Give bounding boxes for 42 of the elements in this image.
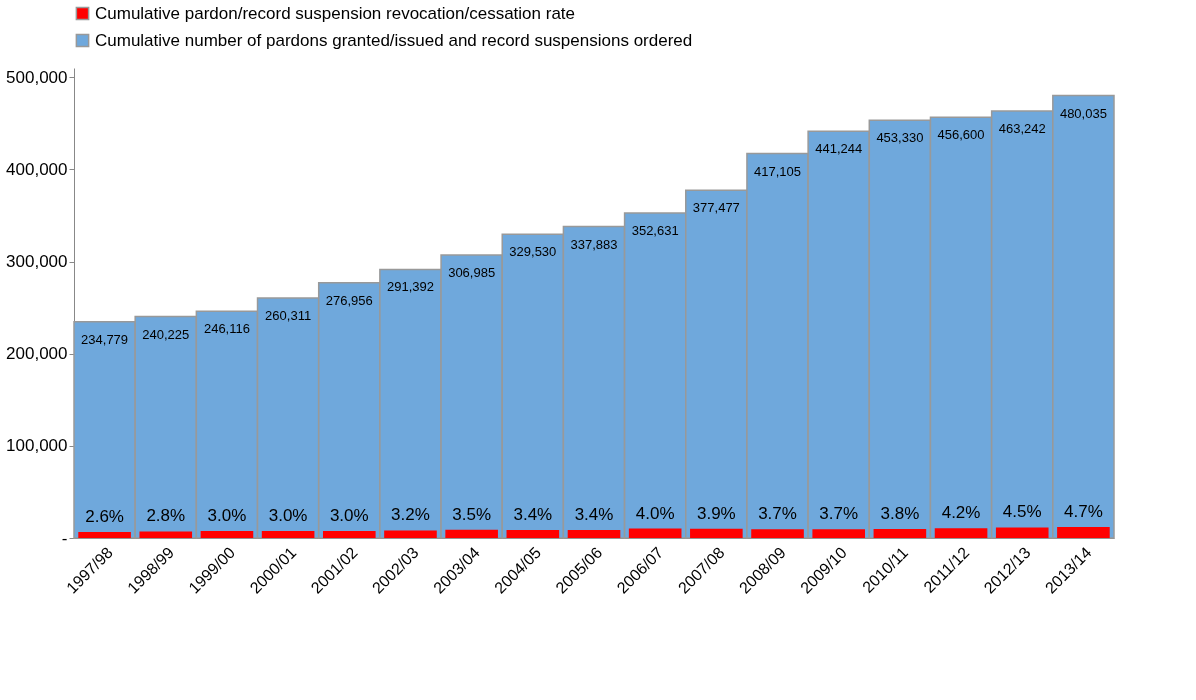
data-label: 306,985 xyxy=(448,265,496,281)
data-label: 260,311 xyxy=(265,308,312,324)
y-tick-label: 400,000 xyxy=(6,159,68,179)
legend-label: Cumulative pardon/record suspension revocation/cessation rate xyxy=(95,3,576,23)
data-label: 329,530 xyxy=(509,244,557,260)
y-tick-label: - xyxy=(61,528,68,548)
data-label: 276,956 xyxy=(325,292,373,308)
data-label: 3.7% xyxy=(819,504,859,524)
data-label: 3.5% xyxy=(452,504,492,524)
data-label: 246,116 xyxy=(203,321,250,337)
data-label: 377,477 xyxy=(692,200,740,216)
data-label: 352,631 xyxy=(631,223,679,239)
y-tick-label: 500,000 xyxy=(6,67,68,87)
data-label: 456,600 xyxy=(937,127,985,143)
data-label: 453,330 xyxy=(876,130,924,146)
data-label: 3.9% xyxy=(696,503,736,523)
data-label: 4.0% xyxy=(635,503,675,523)
data-label: 4.2% xyxy=(941,503,981,523)
data-label: 4.7% xyxy=(1064,501,1103,521)
data-label: 3.0% xyxy=(329,505,369,525)
y-tick-label: 300,000 xyxy=(6,252,68,272)
data-label: 291,392 xyxy=(386,279,434,295)
data-label: 3.4% xyxy=(513,505,553,525)
data-label: 4.5% xyxy=(1002,502,1042,522)
data-label: 3.4% xyxy=(574,505,614,525)
data-label: 463,242 xyxy=(998,121,1046,137)
data-label: 234,779 xyxy=(81,331,129,347)
data-label: 3.8% xyxy=(880,504,920,524)
data-label: 240,225 xyxy=(142,326,190,342)
data-label: 2.6% xyxy=(85,506,124,526)
data-label: 3.0% xyxy=(268,505,308,525)
data-label: 3.2% xyxy=(391,505,430,525)
y-tick-label: 100,000 xyxy=(6,436,68,456)
data-label: 480,035 xyxy=(1059,105,1107,121)
data-label: 441,244 xyxy=(815,141,863,157)
data-label: 2.8% xyxy=(146,506,186,526)
legend-label: Cumulative number of pardons granted/issued and record suspensions ordered xyxy=(95,30,693,50)
data-label: 417,105 xyxy=(754,163,802,179)
data-label: 3.7% xyxy=(758,504,797,524)
y-tick-label: 200,000 xyxy=(6,344,68,364)
data-label: 3.0% xyxy=(207,505,247,525)
data-label: 337,883 xyxy=(570,236,618,252)
